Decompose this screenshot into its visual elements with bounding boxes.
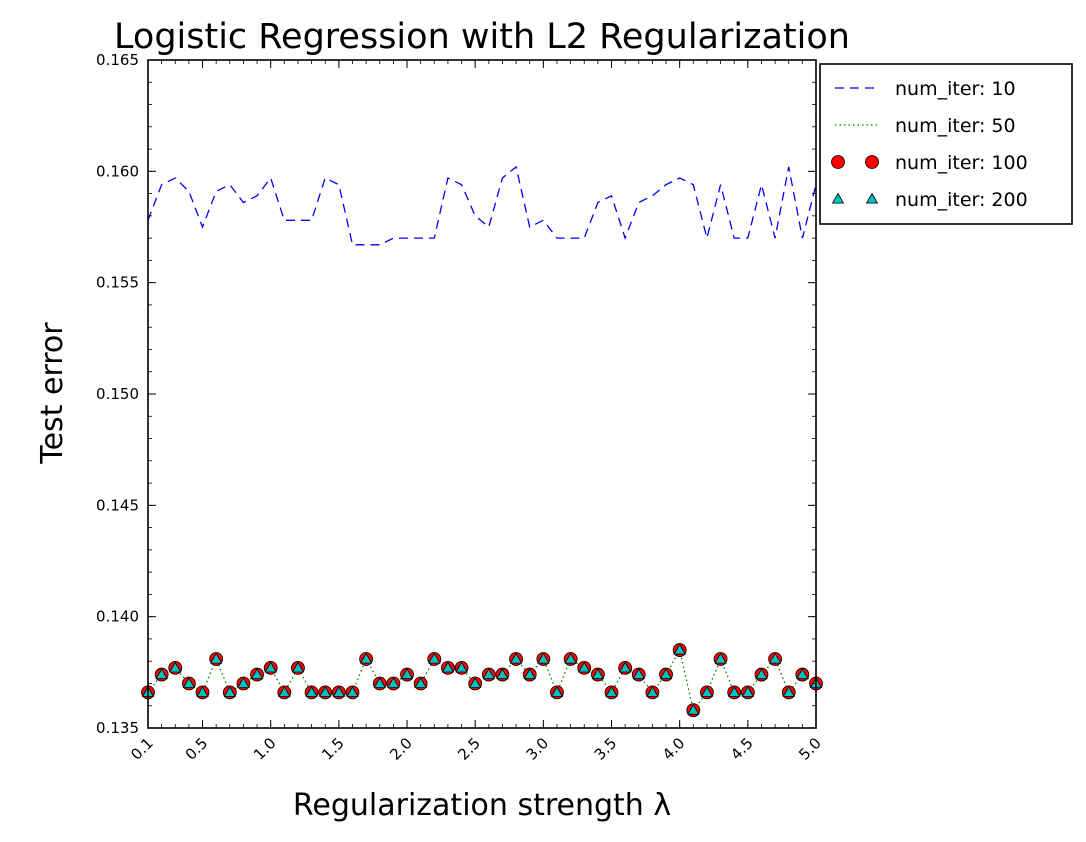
series-point-4-12	[305, 686, 318, 697]
x-tick-label-10: 5.0	[795, 734, 825, 764]
series-point-4-45	[755, 668, 768, 680]
series-point-4-24	[468, 677, 482, 688]
series-point-4-20	[414, 677, 427, 688]
series-point-4-37	[646, 686, 659, 697]
legend-box	[819, 63, 1073, 225]
series-point-4-19	[400, 668, 414, 680]
series-point-4-10	[278, 686, 291, 697]
legend-symbol-4	[831, 192, 879, 204]
x-tick-label-8: 4.0	[659, 734, 689, 764]
series-point-4-32	[578, 661, 591, 673]
legend-symbol-3	[831, 155, 879, 169]
y-tick-label-6: 0.165	[96, 51, 139, 69]
series-point-4-14	[332, 686, 346, 697]
y-tick-label-4: 0.155	[96, 274, 139, 292]
series-point-4-16	[359, 652, 373, 664]
legend-label-3: num_iter: 100	[895, 152, 1028, 174]
series-point-4-27	[509, 652, 523, 664]
series-point-4-11	[291, 661, 305, 673]
series-point-4-29	[537, 652, 550, 664]
plot-area	[141, 60, 823, 728]
series-1	[147, 165, 817, 246]
x-tick-label-9: 4.5	[727, 734, 757, 764]
series-point-4-34	[605, 686, 618, 697]
series-point-4-38	[659, 668, 673, 680]
series-point-4-1	[155, 668, 168, 680]
series-point-4-5	[209, 652, 223, 664]
series-point-4-6	[223, 686, 236, 697]
series-4	[141, 643, 823, 715]
series-point-4-39	[673, 643, 686, 655]
series-point-4-7	[237, 677, 250, 688]
series-point-4-4	[196, 686, 209, 697]
series-point-4-18	[387, 677, 400, 688]
y-axis-title: Test error	[35, 322, 70, 465]
x-tick-label-7: 3.5	[591, 734, 621, 764]
chart-title: Logistic Regression with L2 Regularizati…	[114, 17, 850, 57]
legend-marker	[865, 155, 879, 169]
y-tick-label-2: 0.145	[96, 496, 139, 514]
y-tick-label-0: 0.135	[96, 719, 139, 737]
series-point-4-30	[550, 686, 564, 697]
series-point-4-42	[714, 652, 727, 664]
x-tick-label-5: 2.5	[454, 734, 484, 764]
series-point-4-9	[264, 661, 277, 673]
series-point-4-48	[796, 668, 809, 680]
x-tick-label-6: 3.0	[523, 734, 553, 764]
plot-background	[148, 60, 816, 728]
x-tick-label-3: 1.5	[318, 734, 348, 764]
series-point-4-23	[455, 661, 468, 673]
x-tick-label-4: 2.0	[386, 734, 416, 764]
series-point-4-33	[591, 668, 605, 680]
y-tick-label-1: 0.140	[96, 608, 139, 626]
series-point-4-25	[482, 668, 496, 680]
series-point-4-26	[496, 668, 509, 680]
x-axis-title: Regularization strength λ	[293, 788, 671, 823]
series-point-4-40	[687, 703, 700, 715]
legend-marker	[865, 192, 879, 204]
series-point-4-21	[428, 652, 441, 664]
series-point-4-28	[523, 668, 536, 680]
y-tick-label-5: 0.160	[96, 162, 139, 180]
legend-label-2: num_iter: 50	[895, 115, 1016, 137]
series-point-4-47	[782, 686, 795, 697]
series-point-4-22	[441, 661, 455, 673]
legend-marker	[831, 192, 845, 204]
series-point-4-43	[728, 686, 741, 697]
series-point-4-15	[346, 686, 359, 697]
series-point-4-13	[319, 686, 332, 697]
series-point-4-17	[373, 677, 386, 688]
legend-marker	[831, 155, 845, 169]
series-line-1	[147, 165, 817, 246]
series-point-4-3	[182, 677, 196, 688]
x-tick-label-2: 1.0	[250, 734, 280, 764]
series-point-4-46	[768, 652, 782, 664]
legend: num_iter: 10 num_iter: 50 num_iter: 100 num…	[819, 63, 1073, 225]
legend-label-4: num_iter: 200	[895, 189, 1028, 211]
y-tick-label-3: 0.150	[96, 385, 139, 403]
series-point-4-8	[250, 668, 264, 680]
x-tick-label-0: 0.1	[127, 734, 157, 764]
legend-label-1: num_iter: 10	[895, 78, 1016, 100]
series-point-4-31	[564, 652, 577, 664]
series-point-4-44	[741, 686, 755, 697]
x-tick-label-1: 0.5	[182, 734, 212, 764]
series-point-4-36	[632, 668, 645, 680]
series-point-4-35	[618, 661, 632, 673]
series-point-4-41	[700, 686, 714, 697]
series-point-4-2	[169, 661, 182, 673]
